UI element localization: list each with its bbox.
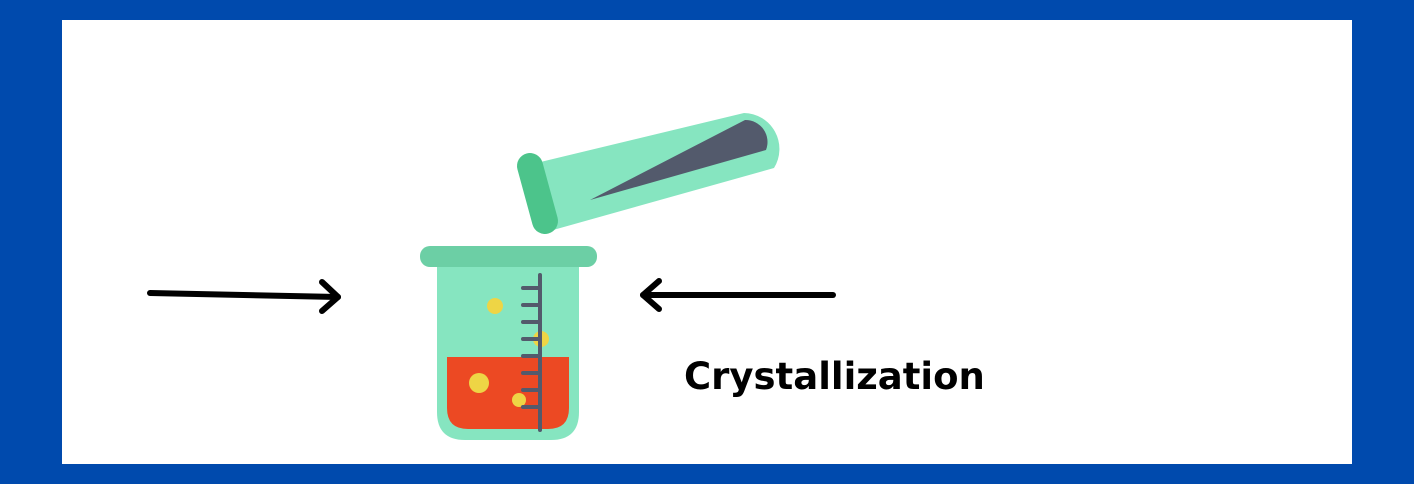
beaker-icon (420, 246, 597, 440)
measurement-scale (521, 273, 542, 432)
white-panel (62, 20, 1352, 464)
arrow-right-icon (147, 279, 341, 314)
arrow-left-icon (640, 278, 836, 312)
crystal-dots (469, 298, 549, 407)
test-tube-icon (517, 113, 780, 234)
process-label: Crystallization (684, 355, 985, 398)
